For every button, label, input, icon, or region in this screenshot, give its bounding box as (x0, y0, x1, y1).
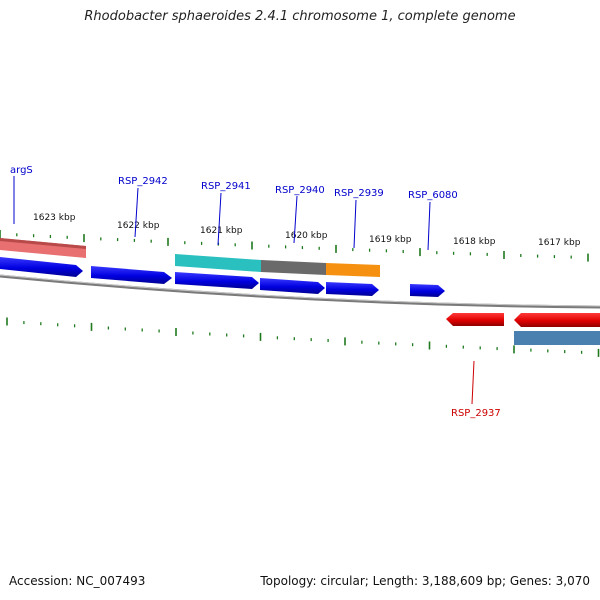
gene-label-RSP_2942[interactable]: RSP_2942 (118, 176, 168, 187)
gene-label-RSP_2939[interactable]: RSP_2939 (334, 188, 384, 199)
orange-feature[interactable] (326, 263, 380, 277)
scale-label-1622: 1622 kbp (117, 221, 160, 231)
accession-label: Accession: NC_007493 (9, 574, 146, 588)
cds-forward-5[interactable] (326, 282, 379, 296)
scale-label-1619: 1619 kbp (369, 235, 412, 245)
gray-feature[interactable] (261, 260, 326, 275)
gene-label-argS[interactable]: argS (10, 165, 33, 176)
salmon-feature-top (0, 238, 86, 249)
leader-RSP_2937 (471, 360, 475, 405)
leader-RSP_2941 (217, 192, 222, 246)
cds-forward-3[interactable] (175, 272, 259, 289)
cds-forward-6[interactable] (410, 284, 445, 297)
gene-label-RSP_2940[interactable]: RSP_2940 (275, 185, 325, 196)
cyan-feature[interactable] (175, 254, 261, 272)
cds-forward-4[interactable] (260, 278, 325, 294)
cds-reverse-2[interactable] (514, 313, 600, 327)
map-title: Rhodobacter sphaeroides 2.4.1 chromosome… (84, 9, 516, 24)
backbone-highlight (0, 274, 600, 307)
leader-RSP_2942 (134, 187, 139, 238)
gene-label-RSP_2937[interactable]: RSP_2937 (451, 408, 501, 419)
scale-label-1617: 1617 kbp (538, 238, 581, 248)
cds-forward-1[interactable] (0, 257, 83, 277)
leader-RSP_2940 (293, 195, 298, 244)
genome-backbone (0, 274, 600, 309)
topology-summary: Topology: circular; Length: 3,188,609 bp… (260, 574, 590, 588)
leader-RSP_2939 (353, 199, 357, 249)
scale-label-1623: 1623 kbp (33, 213, 76, 223)
steelblue-feature[interactable] (514, 331, 600, 345)
cds-reverse-1[interactable] (446, 313, 504, 326)
leader-RSP_6080 (427, 201, 431, 251)
cds-forward-2[interactable] (91, 266, 172, 284)
scale-label-1621: 1621 kbp (200, 226, 243, 236)
scale-label-1620: 1620 kbp (285, 231, 328, 241)
gene-label-RSP_6080[interactable]: RSP_6080 (408, 190, 458, 201)
scale-label-1618: 1618 kbp (453, 237, 496, 247)
inner-tick-track (6, 317, 600, 357)
gene-label-RSP_2941[interactable]: RSP_2941 (201, 181, 251, 192)
